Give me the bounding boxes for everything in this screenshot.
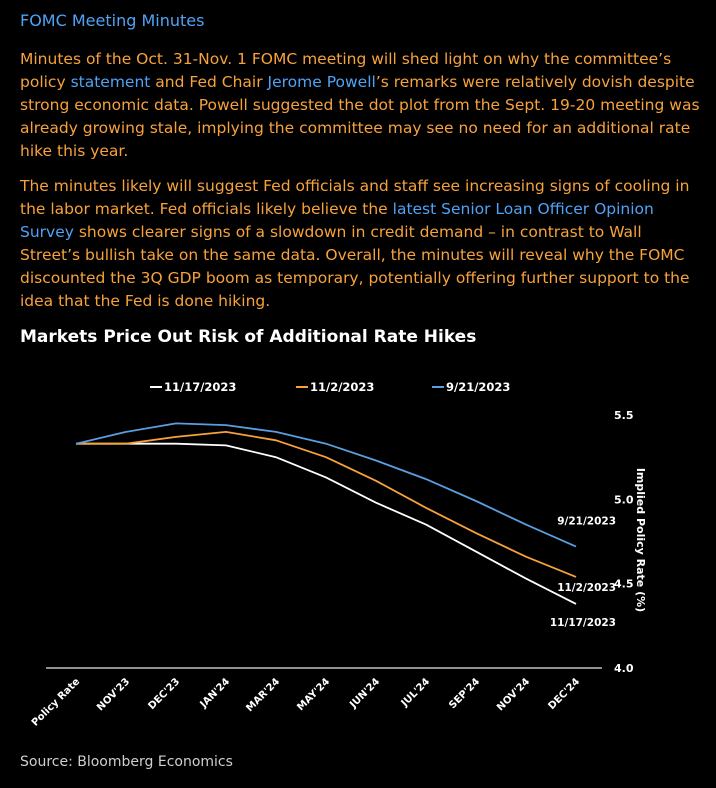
legend-entry: 11/17/2023 [164, 380, 236, 394]
y-tick-label: 5.0 [614, 493, 634, 506]
y-axis-label: Implied Policy Rate (%) [634, 468, 647, 612]
article-paragraph-1: Minutes of the Oct. 31-Nov. 1 FOMC meeti… [20, 48, 700, 163]
x-tick-label: DEC'23 [146, 676, 182, 712]
series-end-label: 11/17/2023 [550, 617, 616, 629]
x-tick-label: NOV'23 [95, 676, 132, 713]
inline-link[interactable]: latest Senior Loan Officer Opinion Surve… [20, 200, 654, 241]
legend-entry: 11/2/2023 [310, 380, 374, 394]
y-tick-label: 4.0 [614, 662, 634, 675]
x-tick-label: MAR'24 [244, 676, 282, 714]
series-line-9/21/2023 [75, 422, 577, 548]
paragraph-text: The minutes likely will suggest Fed offi… [20, 177, 690, 218]
y-tick-label: 5.5 [614, 409, 634, 422]
x-tick-label: NOV'24 [495, 676, 532, 713]
article-paragraph-2: The minutes likely will suggest Fed offi… [20, 175, 700, 313]
headline: FOMC Meeting Minutes [20, 11, 205, 30]
series-end-label: 9/21/2023 [557, 516, 616, 528]
x-tick-label: DEC'24 [546, 676, 582, 712]
x-tick-label: JAN'24 [198, 676, 233, 711]
x-tick-label: SEP'24 [447, 676, 482, 711]
y-tick-label: 4.5 [614, 578, 634, 591]
x-tick-label: JUL'24 [399, 676, 432, 709]
x-tick-label: JUN'24 [347, 676, 382, 711]
chart-title: Markets Price Out Risk of Additional Rat… [20, 327, 477, 347]
x-tick-label: Policy Rate [30, 676, 82, 728]
series-end-label: 11/2/2023 [557, 582, 616, 594]
paragraph-text: shows clearer signs of a slowdown in cre… [20, 223, 690, 310]
series-line-11/2/2023 [76, 431, 577, 578]
series-line-11/17/2023 [76, 442, 577, 605]
paragraph-text: Minutes of the Oct. 31-Nov. 1 FOMC meeti… [20, 50, 672, 91]
inline-link[interactable]: Jerome Powell [267, 73, 376, 91]
paragraph-text: ’s remarks were relatively dovish despit… [20, 73, 700, 160]
x-tick-label: MAY'24 [295, 676, 332, 713]
paragraph-text: and Fed Chair [150, 73, 268, 91]
legend-entry: 9/21/2023 [446, 380, 510, 394]
source-note: Source: Bloomberg Economics [20, 754, 233, 770]
inline-link[interactable]: statement [70, 73, 151, 91]
line-chart: 4.0 4.5 5.0 5.5 Implied Policy Rate (%) Polic… [30, 380, 647, 729]
